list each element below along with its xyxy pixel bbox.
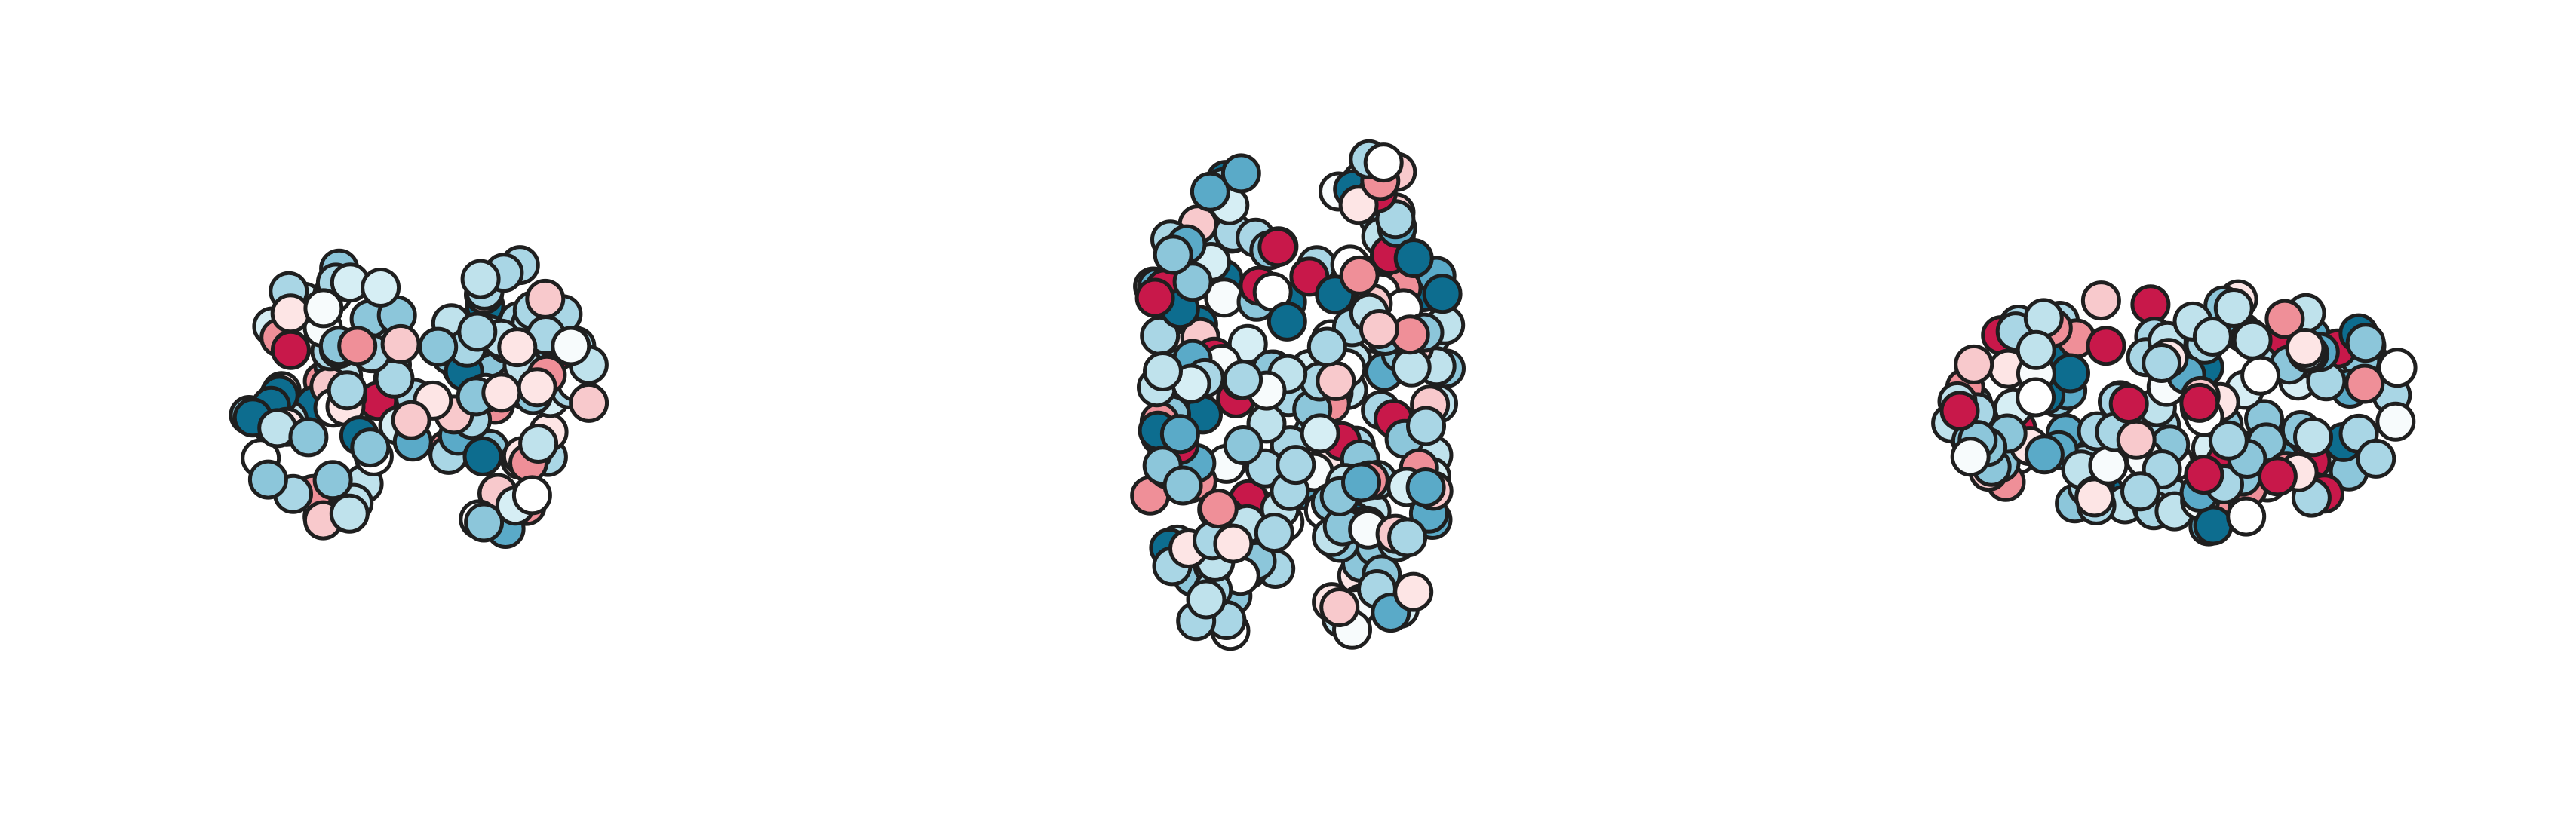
- marker: [551, 326, 591, 366]
- marker: [511, 475, 552, 516]
- marker: [1223, 360, 1263, 400]
- marker: [1153, 234, 1193, 275]
- marker: [418, 326, 459, 367]
- marker: [1198, 489, 1239, 529]
- marker: [1406, 406, 1446, 446]
- marker: [380, 323, 421, 364]
- marker: [2184, 455, 2224, 495]
- marker: [2345, 323, 2386, 363]
- marker: [1950, 437, 1991, 477]
- marker: [1393, 571, 1434, 612]
- marker: [462, 436, 503, 476]
- marker: [337, 326, 378, 366]
- marker: [1257, 227, 1298, 268]
- marker: [1954, 344, 1994, 384]
- marker: [1405, 467, 1446, 507]
- marker: [1339, 255, 1380, 296]
- marker: [2116, 419, 2157, 460]
- marker: [2024, 434, 2065, 475]
- marker: [517, 367, 557, 408]
- marker: [525, 278, 566, 319]
- marker: [2080, 280, 2121, 321]
- marker: [2232, 320, 2273, 360]
- marker: [464, 502, 505, 543]
- marker: [1143, 351, 1183, 391]
- marker: [1387, 517, 1428, 558]
- marker: [391, 400, 431, 440]
- marker: [2257, 456, 2298, 497]
- marker: [1391, 347, 1432, 388]
- marker: [1190, 171, 1230, 212]
- marker: [2016, 377, 2056, 418]
- marker: [2016, 329, 2056, 370]
- marker: [327, 370, 367, 411]
- marker: [2344, 363, 2385, 404]
- marker: [1422, 274, 1463, 314]
- marker: [2293, 417, 2333, 458]
- marker: [270, 329, 311, 370]
- marker: [1306, 326, 1347, 367]
- marker: [518, 424, 559, 464]
- marker: [457, 311, 498, 352]
- marker: [1316, 360, 1356, 401]
- marker: [1393, 238, 1434, 278]
- marker: [247, 459, 288, 500]
- marker: [1300, 413, 1340, 454]
- marker: [1341, 462, 1381, 503]
- marker: [2213, 288, 2254, 328]
- marker: [1363, 142, 1404, 183]
- marker: [2285, 328, 2326, 368]
- marker: [2377, 348, 2418, 388]
- marker: [2088, 445, 2129, 486]
- marker: [2356, 438, 2396, 479]
- marker: [1186, 579, 1227, 620]
- marker: [2240, 355, 2281, 396]
- marker: [2375, 401, 2416, 442]
- marker: [2130, 284, 2171, 325]
- marker: [2264, 299, 2305, 339]
- marker: [329, 493, 370, 534]
- marker: [1359, 309, 1399, 349]
- marker: [2179, 382, 2220, 423]
- marker: [1939, 391, 1980, 431]
- marker: [1159, 414, 1200, 455]
- axial-view: [1130, 139, 1466, 651]
- marker: [2193, 505, 2234, 546]
- marker: [2108, 384, 2149, 424]
- marker: [1134, 277, 1175, 318]
- marker: [1267, 301, 1307, 342]
- sagittal-view: [1931, 279, 2418, 547]
- marker: [569, 382, 609, 423]
- marker: [1172, 262, 1213, 302]
- marker: [1213, 523, 1254, 564]
- marker: [288, 417, 329, 458]
- marker: [2226, 496, 2267, 537]
- marker: [460, 259, 501, 299]
- marker: [497, 327, 538, 368]
- marker: [361, 268, 401, 308]
- marker: [1162, 465, 1203, 506]
- marker: [2120, 471, 2160, 512]
- marker: [312, 460, 353, 501]
- marker: [2142, 343, 2182, 383]
- coronal-view: [229, 245, 609, 549]
- marker: [481, 372, 522, 413]
- marker: [270, 293, 311, 334]
- marker: [2086, 326, 2126, 366]
- marker: [1319, 587, 1360, 627]
- marker: [350, 427, 391, 468]
- marker: [2208, 420, 2249, 461]
- marker: [2192, 317, 2233, 357]
- marker: [1276, 445, 1316, 486]
- marker: [1220, 153, 1261, 194]
- marker: [2050, 353, 2090, 394]
- marker: [303, 288, 344, 329]
- marker: [1254, 513, 1294, 553]
- marker: [1223, 425, 1263, 465]
